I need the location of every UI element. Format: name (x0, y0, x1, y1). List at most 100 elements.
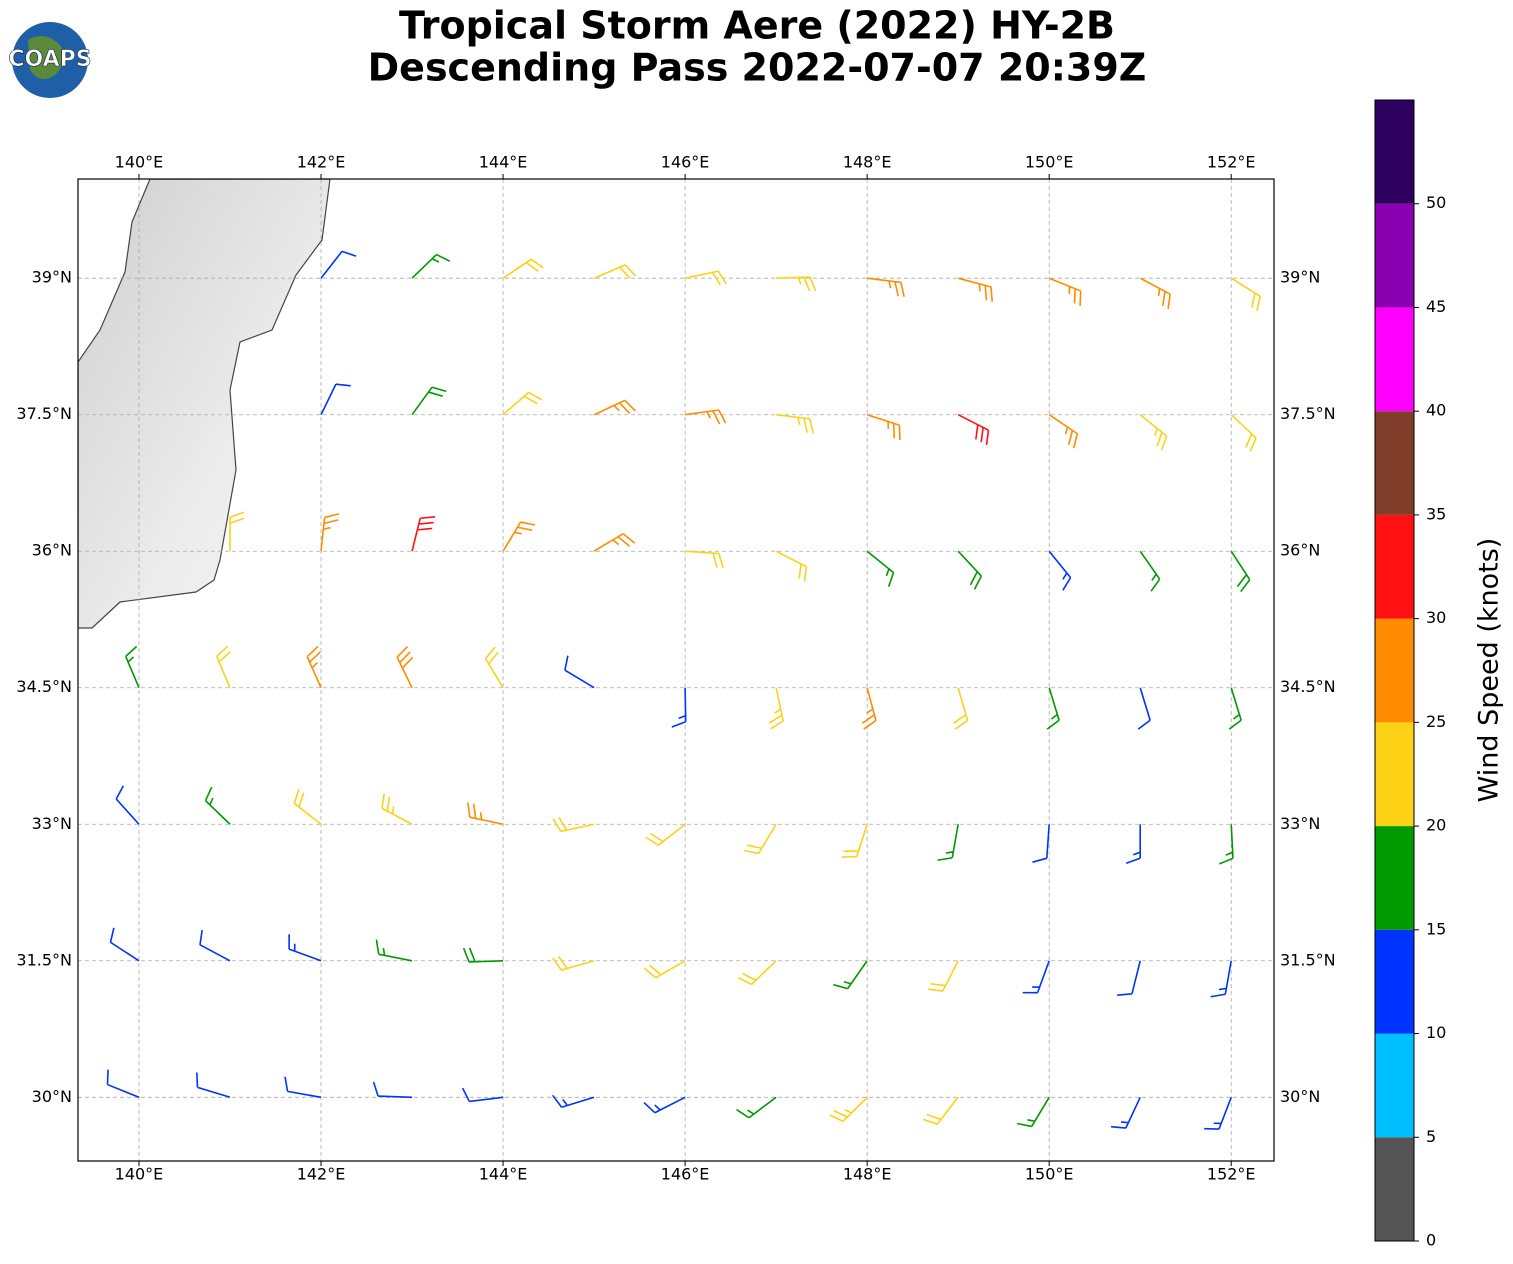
y-tick-label: 39°N (32, 268, 72, 287)
wind-barb (502, 391, 543, 416)
x-tick-label: 150°E (1025, 153, 1074, 172)
wind-barb (1048, 414, 1079, 449)
wind-barb (411, 515, 436, 552)
wind-barb (124, 645, 140, 689)
wind-barb (1139, 277, 1172, 309)
colorbar-tick-label: 20 (1426, 816, 1446, 835)
x-tick-label: 148°E (843, 1165, 892, 1184)
wind-barb (1210, 960, 1233, 998)
logo-text: COAPS (8, 47, 91, 72)
x-tick-label: 152°E (1207, 1165, 1256, 1184)
wind-barb (1204, 1097, 1232, 1130)
wind-barb (1016, 1096, 1050, 1128)
wind-barb (643, 960, 686, 979)
y-tick-label: 34.5°N (1280, 677, 1336, 696)
y-tick-label: 36°N (1280, 541, 1320, 560)
wind-barb (1022, 960, 1050, 994)
wind-barb (381, 793, 413, 825)
wind-barb (833, 960, 868, 990)
colorbar-segment (1375, 100, 1414, 204)
colorbar-segment (1375, 1033, 1414, 1138)
x-tick-label: 150°E (1025, 1165, 1074, 1184)
wind-barb (841, 824, 868, 858)
colorbar-tick-label: 25 (1426, 712, 1446, 731)
wind-barb (1139, 550, 1161, 592)
colorbar-tick-label: 50 (1426, 193, 1446, 212)
wind-barb (1117, 960, 1141, 997)
y-tick-label: 36°N (32, 541, 72, 560)
wind-barb (306, 645, 322, 689)
wind-barb (229, 511, 245, 552)
wind-barb (552, 1094, 595, 1108)
wind-barb (671, 687, 687, 728)
wind-barb (461, 1087, 504, 1103)
wind-barb (1032, 824, 1050, 863)
x-tick-label: 144°E (479, 1165, 528, 1184)
wind-barb (1230, 414, 1257, 452)
wind-barb (768, 687, 784, 730)
wind-barb (196, 1072, 231, 1099)
wind-barb (411, 253, 451, 279)
chart-title: Tropical Storm Aere (2022) HY-2B (399, 4, 1115, 48)
x-tick-label: 146°E (661, 1165, 710, 1184)
y-tick-label: 31.5°N (16, 950, 72, 969)
wind-barb (1048, 550, 1072, 591)
colorbar-tick-label: 30 (1426, 608, 1446, 627)
wind-barb (396, 645, 414, 689)
colorbar-segment (1375, 307, 1414, 412)
wind-barb (115, 785, 140, 825)
wind-barb (1046, 687, 1060, 730)
wind-barb (775, 550, 808, 582)
wind-barb (866, 550, 895, 587)
colorbar-segment (1375, 514, 1414, 619)
wind-barb (204, 786, 231, 825)
wind-barb (320, 513, 340, 552)
wind-barb (937, 824, 959, 862)
colorbar-tick-label: 0 (1426, 1231, 1436, 1250)
wind-barb (957, 550, 983, 590)
wind-barb (1137, 687, 1151, 730)
colorbar-tick-label: 10 (1426, 1023, 1446, 1042)
wind-barb (922, 1096, 959, 1125)
colorbar-tick-label: 5 (1426, 1127, 1436, 1146)
wind-barb (502, 521, 536, 552)
wind-barb (1230, 550, 1251, 593)
colorbar-tick-label: 45 (1426, 297, 1446, 316)
colorbar-segment (1375, 929, 1414, 1034)
x-tick-label: 148°E (843, 153, 892, 172)
wind-barb (467, 802, 504, 826)
x-tick-label: 140°E (115, 1165, 164, 1184)
wind-barb (462, 947, 504, 963)
x-tick-label: 144°E (479, 153, 528, 172)
land (78, 179, 331, 629)
wind-barb (484, 646, 504, 689)
wind-barb (829, 1096, 868, 1123)
colorbar-tick-label: 15 (1426, 919, 1446, 938)
wind-barb (866, 413, 901, 441)
wind-barb (684, 270, 727, 286)
wind-barb (564, 655, 595, 689)
wind-barb (1125, 824, 1141, 865)
x-tick-label: 140°E (115, 153, 164, 172)
y-tick-label: 33°N (32, 814, 72, 833)
wind-barb (1139, 414, 1168, 451)
wind-barb (1048, 277, 1082, 306)
y-tick-label: 33°N (1280, 814, 1320, 833)
wind-barb (320, 250, 357, 279)
colorbar-tick-label: 40 (1426, 401, 1446, 420)
wind-barb (957, 277, 994, 302)
wind-barb (1228, 687, 1242, 730)
wind-barb (552, 817, 595, 833)
y-tick-label: 37.5°N (16, 404, 72, 423)
wind-barb (737, 960, 777, 986)
wind-barb (199, 929, 231, 962)
wind-barb (643, 1096, 686, 1114)
logo: COAPS (8, 22, 92, 98)
y-tick-label: 30°N (32, 1087, 72, 1106)
y-tick-label: 30°N (1280, 1087, 1320, 1106)
colorbar-segment (1375, 722, 1414, 827)
wind-barb (776, 413, 814, 434)
map-frame (77, 178, 1275, 1162)
wind-barb (867, 277, 905, 298)
